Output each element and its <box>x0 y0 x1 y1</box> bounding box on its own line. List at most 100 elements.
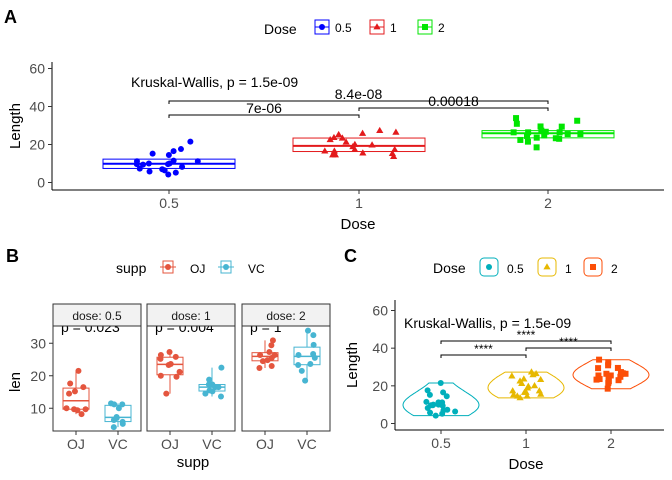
data-point <box>604 385 611 392</box>
legend-label: 2 <box>438 21 445 35</box>
facet-strip-label: dose: 1 <box>171 309 211 323</box>
data-point <box>256 364 263 371</box>
data-point <box>605 359 612 366</box>
data-point <box>304 327 311 334</box>
data-point <box>429 402 436 409</box>
data-point <box>335 130 343 138</box>
violin <box>572 359 650 390</box>
data-point <box>513 120 520 127</box>
data-point <box>115 405 122 412</box>
data-point <box>179 163 186 170</box>
comparison-label: 0.00018 <box>428 93 479 109</box>
data-point <box>202 390 209 397</box>
legend-label: 1 <box>565 262 572 276</box>
data-point <box>541 132 548 139</box>
data-point <box>523 392 531 399</box>
x-tick-label: 1 <box>522 435 530 451</box>
data-point <box>537 123 544 130</box>
legend-key-marker <box>319 24 325 30</box>
strip-cover <box>53 304 141 326</box>
panel-b: BsuppOJVClensupp102030dose: 0.5p = 0.023… <box>6 246 331 471</box>
legend-key-marker <box>486 264 492 270</box>
data-point <box>617 369 624 376</box>
y-tick-label: 10 <box>30 400 46 416</box>
data-point <box>177 146 184 153</box>
data-point <box>157 355 164 362</box>
legend-key <box>220 260 232 274</box>
legend-key-marker <box>223 264 229 270</box>
x-axis-title: supp <box>177 454 210 471</box>
comparison-label: **** <box>474 342 493 356</box>
data-point <box>268 363 275 369</box>
data-point <box>525 129 532 136</box>
data-point <box>542 128 549 135</box>
data-point <box>67 380 74 387</box>
y-tick-label: 40 <box>29 99 45 115</box>
data-point <box>172 353 179 360</box>
data-point <box>111 401 118 408</box>
panel-label-b: B <box>6 246 19 266</box>
panel-label-c: C <box>344 246 357 266</box>
data-point <box>510 129 517 136</box>
data-point <box>268 342 275 349</box>
data-point <box>595 365 602 372</box>
data-point <box>149 150 156 157</box>
data-point <box>520 388 529 395</box>
data-point <box>524 382 532 389</box>
data-point <box>329 151 337 158</box>
legend-label: 1 <box>390 21 397 35</box>
data-point <box>173 373 180 380</box>
legend-key-marker <box>373 23 381 30</box>
y-tick-label: 20 <box>30 368 46 384</box>
data-point <box>574 117 581 124</box>
data-point <box>330 133 338 141</box>
data-point <box>136 165 143 172</box>
data-point <box>390 152 398 160</box>
x-tick-label: VC <box>202 436 221 452</box>
data-point <box>187 138 194 145</box>
data-point <box>603 370 610 377</box>
legend-title: Dose <box>264 21 297 37</box>
data-point <box>358 129 367 136</box>
data-point <box>440 389 447 396</box>
data-point <box>165 171 172 178</box>
data-point <box>508 372 516 379</box>
legend-key <box>162 260 174 274</box>
comparison-bracket <box>440 354 527 358</box>
data-point <box>437 380 444 387</box>
y-tick-label: 0 <box>380 416 388 432</box>
data-point <box>80 384 87 391</box>
data-point <box>538 127 545 134</box>
data-point <box>159 166 166 173</box>
data-point <box>71 388 78 395</box>
y-tick-label: 60 <box>29 61 45 77</box>
data-point <box>391 145 399 153</box>
data-point <box>524 132 531 139</box>
data-point <box>537 375 545 383</box>
data-point <box>78 411 85 418</box>
violin <box>487 371 565 399</box>
comparison-label: 7e-06 <box>246 100 282 116</box>
data-point <box>264 357 271 364</box>
data-point <box>321 147 329 154</box>
data-point <box>176 368 183 375</box>
data-point <box>368 141 376 148</box>
data-point <box>271 351 278 358</box>
data-point <box>63 405 70 412</box>
data-point <box>424 405 431 412</box>
data-point <box>266 349 273 356</box>
data-point <box>165 151 172 158</box>
data-point <box>440 407 447 414</box>
facet-strip-label: dose: 2 <box>266 309 306 323</box>
data-point <box>527 368 536 375</box>
data-point <box>295 351 302 358</box>
data-point <box>310 350 317 357</box>
data-point <box>75 367 82 374</box>
data-point <box>605 378 612 385</box>
data-point <box>517 136 524 143</box>
y-tick-label: 0 <box>37 175 45 191</box>
legend-key-marker <box>422 24 428 30</box>
x-tick-label: OJ <box>161 436 179 452</box>
